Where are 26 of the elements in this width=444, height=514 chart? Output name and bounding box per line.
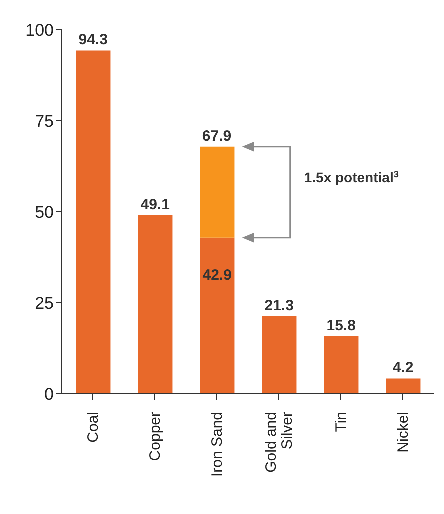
- data-label: 4.2: [392, 360, 414, 377]
- x-tick-label: Tin: [333, 412, 350, 432]
- y-tick-label: 50: [35, 203, 54, 222]
- bar: [200, 238, 235, 394]
- bar: [200, 146, 235, 238]
- x-tick-label: Iron Sand: [209, 412, 226, 478]
- x-tick-label: Nickel: [395, 412, 412, 453]
- data-label: 94.3: [78, 32, 108, 49]
- y-tick-label: 0: [44, 385, 54, 404]
- bar: [262, 316, 297, 394]
- data-label: 21.3: [264, 297, 294, 314]
- y-tick-label: 25: [35, 294, 54, 314]
- bar: [324, 336, 359, 394]
- x-tick-label: Coal: [85, 412, 102, 443]
- total-label: 67.9: [202, 128, 232, 145]
- data-label: 42.9: [202, 266, 232, 284]
- y-tick-label: 75: [35, 112, 54, 132]
- annotation: 1.5x potential$^{3}$: [304, 169, 399, 186]
- bar: [386, 378, 421, 394]
- bar: [76, 50, 111, 394]
- y-tick-label: 100: [26, 21, 54, 40]
- data-label: 49.1: [140, 196, 170, 214]
- data-label: 15.8: [326, 317, 356, 334]
- x-tick-label: Gold and Silver: [263, 412, 296, 473]
- x-tick-label: Copper: [147, 412, 164, 462]
- bar: [138, 215, 173, 394]
